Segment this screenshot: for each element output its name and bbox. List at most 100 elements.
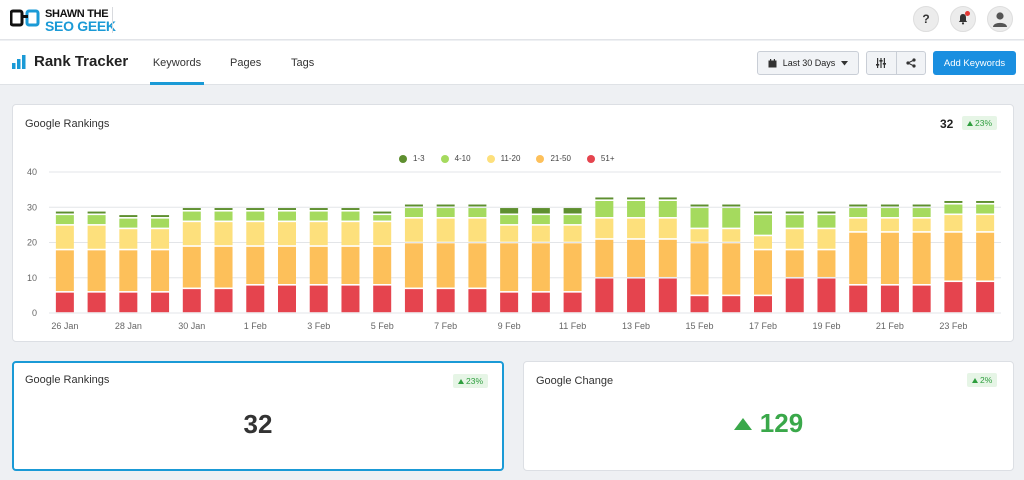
date-range-label: Last 30 Days	[782, 58, 836, 68]
bar-chart-icon	[12, 54, 26, 69]
user-avatar-button[interactable]	[987, 6, 1013, 32]
legend-item[interactable]: 21-50	[536, 154, 571, 163]
bar-segment	[976, 215, 995, 232]
share-button[interactable]	[897, 52, 926, 74]
bar-segment	[404, 208, 423, 218]
legend-label: 1-3	[413, 154, 425, 163]
bar-segment	[690, 229, 709, 242]
bar-segment	[436, 204, 455, 207]
bar-segment	[658, 201, 677, 218]
bar-segment	[436, 208, 455, 218]
bar-segment	[55, 211, 74, 214]
bar-segment	[278, 285, 296, 313]
bar-segment	[87, 250, 106, 292]
calendar-icon	[768, 58, 777, 67]
bar-segment	[722, 204, 741, 207]
kpi-rankings-title: Google Rankings	[25, 374, 110, 386]
bar-segment	[500, 208, 519, 214]
bar-segment	[278, 211, 296, 221]
bar-segment	[151, 229, 170, 249]
bar-segment	[658, 197, 677, 200]
bar-segment	[182, 246, 201, 288]
bar-segment	[182, 289, 201, 313]
x-tick-label: 28 Jan	[115, 321, 142, 331]
bar-segment	[785, 211, 804, 214]
x-tick-label: 30 Jan	[178, 321, 205, 331]
add-keywords-button[interactable]: Add Keywords	[933, 51, 1016, 75]
legend-item[interactable]: 11-20	[486, 154, 520, 163]
legend-dot	[486, 154, 495, 163]
legend-dot	[440, 154, 449, 163]
bar-segment	[785, 278, 804, 313]
chart-legend: 1-3 4-10 11-20 21-50 51+	[399, 154, 615, 163]
legend-item[interactable]: 51+	[586, 154, 615, 163]
bar-segment	[531, 292, 550, 313]
bar-segment	[754, 211, 772, 214]
filter-settings-button[interactable]	[867, 52, 897, 74]
legend-dot	[399, 154, 407, 163]
bar-segment	[87, 292, 106, 313]
bar-segment	[849, 285, 868, 313]
caret-up-icon	[972, 377, 978, 383]
bar-segment	[468, 204, 487, 207]
kpi-rankings-value: 32	[243, 409, 273, 439]
bar-segment	[563, 225, 582, 242]
bar-segment	[436, 218, 455, 242]
bar-segment	[151, 218, 170, 228]
bar-segment	[309, 285, 328, 313]
help-button[interactable]: ?	[913, 6, 939, 32]
bar-segment	[119, 250, 138, 292]
kpi-change-value: 129	[759, 408, 804, 438]
tab-tags[interactable]: Tags	[291, 57, 315, 69]
bar-segment	[246, 222, 265, 246]
legend-item[interactable]: 1-3	[399, 154, 425, 163]
bar-segment	[214, 222, 233, 246]
tab-keywords[interactable]: Keywords	[150, 41, 204, 85]
bar-segment	[817, 229, 836, 249]
brand-logo[interactable]: SHAWN THE SEO GEEK	[9, 5, 116, 35]
kpi-change-card[interactable]: Google Change 2% 129	[523, 361, 1014, 471]
y-tick-label: 40	[27, 167, 37, 177]
help-icon: ?	[922, 12, 930, 26]
bar-segment	[722, 229, 741, 242]
bar-segment	[404, 218, 423, 242]
bar-segment	[341, 208, 360, 210]
bar-segment	[341, 211, 360, 221]
rankings-change-badge: 23%	[962, 116, 998, 130]
tab-pages[interactable]: Pages	[230, 57, 262, 69]
bar-segment	[658, 239, 677, 277]
page-header: Rank Tracker Keywords Pages Tags Last 30…	[0, 41, 1024, 85]
chart-panel-title: Google Rankings	[25, 118, 110, 130]
bar-segment	[658, 278, 677, 313]
glasses-logo-icon	[9, 7, 40, 33]
rankings-total: 32	[940, 117, 954, 131]
caret-down-icon	[841, 60, 849, 65]
notification-dot	[965, 11, 970, 16]
legend-item[interactable]: 4-10	[440, 154, 471, 163]
bar-segment	[87, 215, 106, 225]
bar-segment	[563, 215, 582, 225]
bell-icon	[958, 14, 968, 25]
bar-segment	[341, 246, 360, 284]
x-tick-label: 11 Feb	[559, 321, 586, 331]
bar-segment	[912, 204, 931, 207]
x-tick-label: 21 Feb	[876, 321, 904, 331]
bar-segment	[849, 232, 868, 284]
bar-segment	[785, 250, 804, 277]
kpi-rankings-card[interactable]: Google Rankings 23% 32	[12, 361, 504, 471]
bar-segment	[912, 285, 931, 313]
bar-segment	[912, 218, 931, 232]
notifications-button[interactable]	[950, 6, 976, 32]
date-range-dropdown[interactable]: Last 30 Days	[757, 51, 859, 75]
bar-segment	[214, 208, 233, 210]
bar-segment	[531, 243, 550, 292]
kpi-change-badge: 2%	[967, 373, 998, 387]
bar-segment	[880, 204, 899, 207]
bar-segment	[309, 208, 328, 210]
sliders-icon	[876, 58, 887, 68]
bar-segment	[309, 246, 328, 284]
bar-segment	[849, 208, 868, 218]
bar-segment	[373, 215, 392, 221]
bar-segment	[849, 218, 868, 232]
bar-segment	[246, 211, 265, 221]
